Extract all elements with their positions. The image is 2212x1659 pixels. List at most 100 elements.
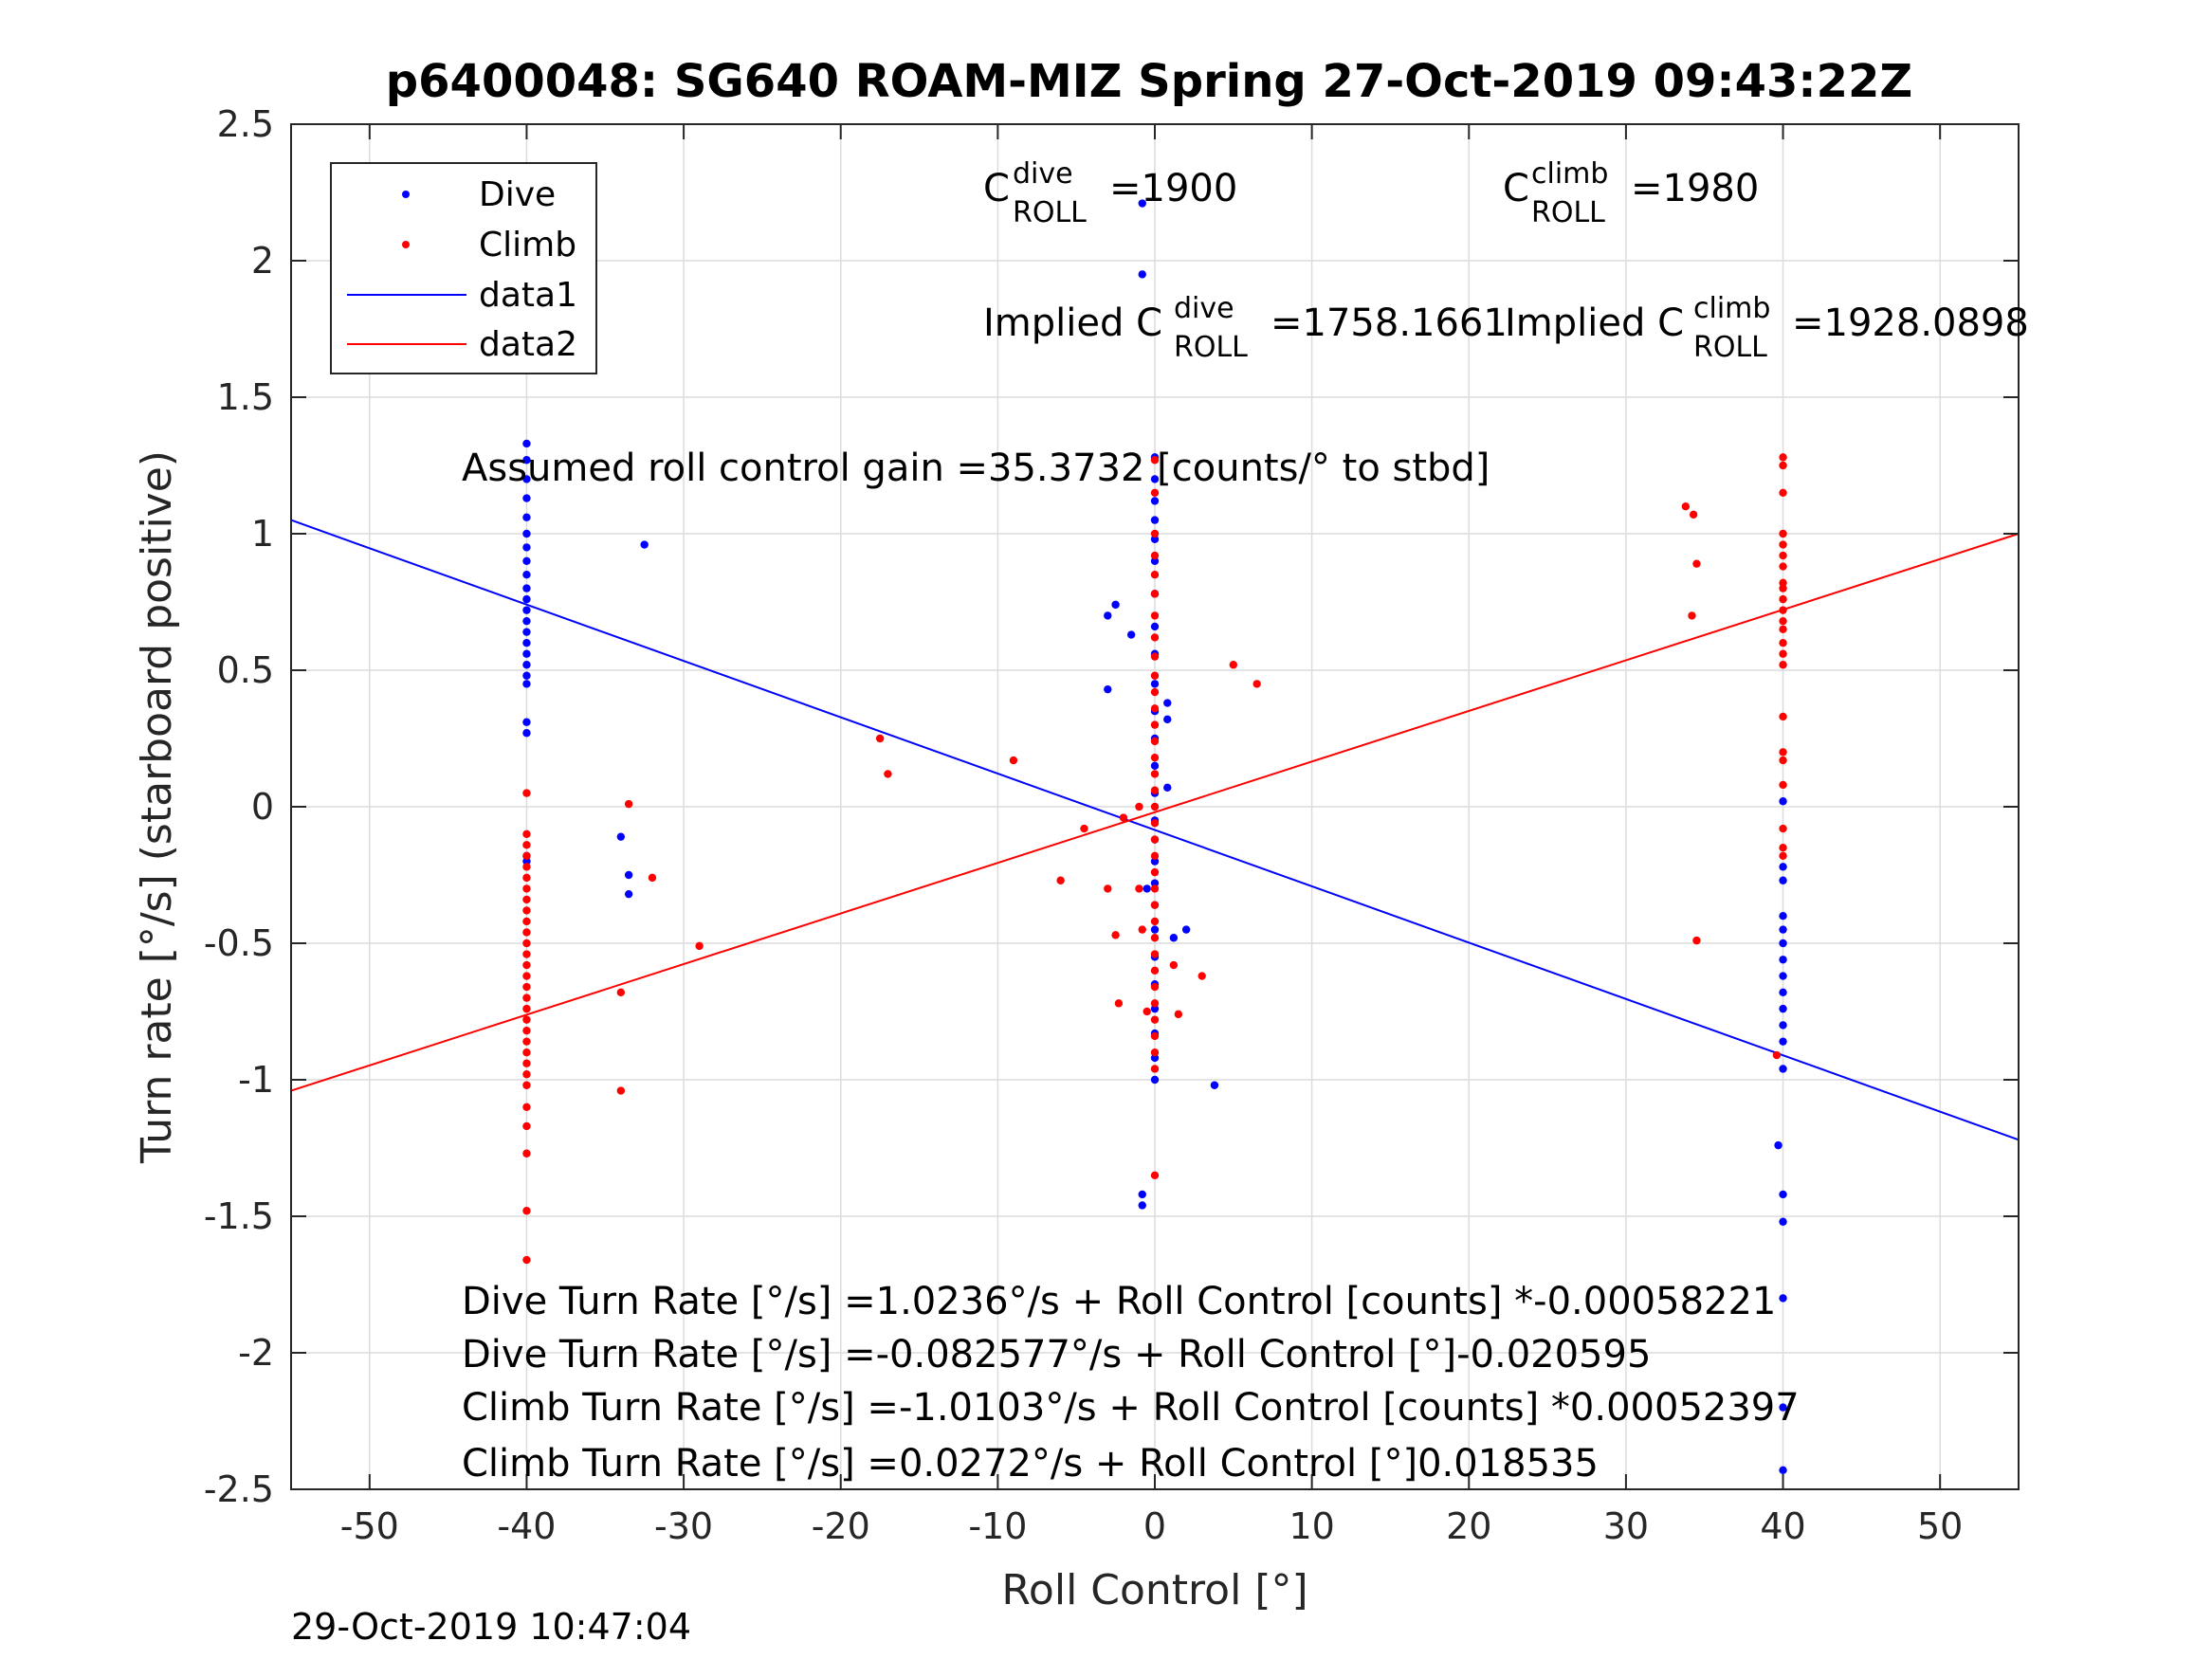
- data-point-climb: [1150, 488, 1160, 497]
- data-point-climb: [1150, 835, 1160, 844]
- data-point-climb: [522, 1121, 531, 1131]
- x-tick-label: -20: [812, 1505, 870, 1547]
- data-point-climb: [1779, 616, 1787, 626]
- y-tick-label: -2.5: [204, 1468, 274, 1510]
- legend-climb-label: Climb: [479, 226, 576, 264]
- data-point-climb: [522, 1026, 531, 1035]
- data-point-climb: [1779, 649, 1787, 658]
- y-tick-label: 0: [251, 786, 274, 828]
- x-tick-label: 20: [1446, 1505, 1491, 1547]
- legend-climb-marker: [402, 241, 410, 248]
- data-point-climb: [1779, 562, 1787, 571]
- implied-climb-sup: climb: [1693, 292, 1770, 325]
- annotation-c-roll-climb: C climb ROLL =1980: [1503, 157, 1759, 229]
- c-roll-climb-sup: climb: [1531, 157, 1608, 191]
- data-point-climb: [1779, 844, 1787, 852]
- data-point-dive: [1779, 1294, 1787, 1303]
- legend-data1-label: data1: [479, 276, 577, 315]
- data-point-dive: [1150, 497, 1160, 505]
- data-point-climb: [522, 1037, 531, 1046]
- data-point-dive: [1779, 912, 1787, 921]
- data-point-climb: [522, 1070, 531, 1079]
- data-point-dive: [1104, 611, 1112, 620]
- data-point-climb: [1779, 780, 1787, 790]
- data-point-climb: [1150, 753, 1160, 762]
- data-point-dive: [1779, 1190, 1787, 1199]
- data-point-dive: [1150, 475, 1160, 483]
- data-point-dive: [624, 889, 633, 899]
- data-point-climb: [522, 830, 531, 838]
- data-point-climb: [1150, 1065, 1160, 1073]
- data-point-climb: [1150, 1015, 1160, 1024]
- data-point-climb: [522, 1207, 531, 1215]
- data-point-climb: [1150, 982, 1160, 992]
- annotation-c-roll-dive: C dive ROLL =1900: [983, 157, 1237, 229]
- data-point-dive: [1169, 934, 1179, 942]
- data-point-climb: [1104, 884, 1112, 893]
- data-point-dive: [1779, 863, 1787, 871]
- x-tick-label: -30: [654, 1505, 713, 1547]
- data-point-dive: [1779, 1037, 1787, 1046]
- data-point-climb: [1779, 661, 1787, 669]
- data-point-dive: [522, 649, 531, 658]
- data-point-dive: [522, 475, 531, 483]
- data-point-climb: [1150, 802, 1160, 811]
- data-point-climb: [624, 799, 633, 809]
- annotation-implied-climb: Implied C climb ROLL =1928.0898: [1505, 292, 2029, 364]
- data-point-climb: [522, 960, 531, 970]
- data-point-climb: [1150, 1048, 1160, 1057]
- data-point-dive: [1779, 1065, 1787, 1073]
- data-point-dive: [1150, 556, 1160, 565]
- data-point-climb: [522, 789, 531, 797]
- implied-dive-value: =1758.1661: [1271, 301, 1508, 345]
- data-point-climb: [1779, 594, 1787, 604]
- data-point-dive: [1779, 1217, 1787, 1226]
- data-point-climb: [522, 917, 531, 926]
- data-point-climb: [616, 988, 626, 997]
- data-point-dive: [522, 661, 531, 669]
- data-point-climb: [1779, 578, 1787, 588]
- data-point-climb: [1135, 884, 1143, 893]
- data-point-climb: [1779, 824, 1787, 833]
- implied-dive-prefix: Implied C: [983, 301, 1162, 345]
- data-point-dive: [1163, 715, 1172, 724]
- data-point-dive: [640, 540, 649, 549]
- data-point-dive: [522, 543, 531, 552]
- data-point-dive: [624, 870, 633, 880]
- data-point-climb: [695, 941, 704, 951]
- data-point-climb: [1143, 1007, 1151, 1016]
- data-point-dive: [1210, 1081, 1219, 1089]
- data-point-dive: [1150, 535, 1160, 543]
- axes: -50 -40 -30 -20 -10 0 10 20 30 40 50 2.5 2 1.5 1 0.5 0 -0…: [204, 103, 2019, 1547]
- c-roll-dive-sub: ROLL: [1013, 196, 1087, 229]
- data-point-climb: [1056, 876, 1065, 884]
- data-point-climb: [522, 928, 531, 937]
- data-point-climb: [522, 1004, 531, 1013]
- data-point-dive: [1150, 1075, 1160, 1085]
- data-point-dive: [522, 606, 531, 614]
- data-point-climb: [1119, 813, 1128, 822]
- fit-line-data2: [290, 533, 2020, 1092]
- data-point-climb: [1692, 559, 1701, 568]
- data-point-climb: [522, 1255, 531, 1265]
- data-point-climb: [1150, 884, 1160, 893]
- x-tick-label: 30: [1603, 1505, 1649, 1547]
- x-tick-label: -50: [340, 1505, 399, 1547]
- data-point-climb: [522, 906, 531, 915]
- data-point-climb: [1150, 934, 1160, 942]
- fit-line-data1: [290, 519, 2020, 1141]
- data-point-climb: [1779, 551, 1787, 560]
- fit-lines: [290, 519, 2020, 1141]
- data-point-climb: [522, 863, 531, 871]
- data-point-dive: [1163, 783, 1172, 793]
- data-point-dive: [522, 513, 531, 521]
- y-tick-label: 2.5: [217, 103, 274, 145]
- data-point-dive: [1138, 1201, 1146, 1210]
- data-point-climb: [522, 972, 531, 980]
- c-roll-dive-prefix: C: [983, 167, 1010, 210]
- c-roll-climb-prefix: C: [1503, 167, 1529, 210]
- data-point-climb: [1779, 625, 1787, 633]
- data-point-climb: [522, 1081, 531, 1089]
- data-point-dive: [522, 671, 531, 680]
